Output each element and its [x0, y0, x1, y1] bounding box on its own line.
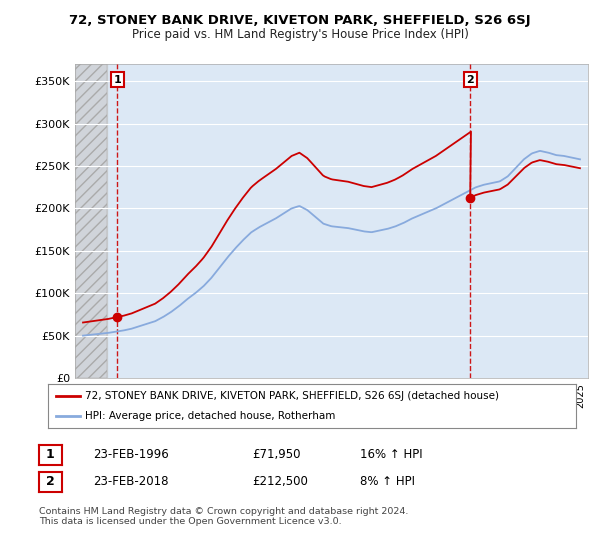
- Text: Contains HM Land Registry data © Crown copyright and database right 2024.
This d: Contains HM Land Registry data © Crown c…: [39, 507, 409, 526]
- Text: 72, STONEY BANK DRIVE, KIVETON PARK, SHEFFIELD, S26 6SJ: 72, STONEY BANK DRIVE, KIVETON PARK, SHE…: [69, 14, 531, 27]
- Text: £71,950: £71,950: [252, 448, 301, 461]
- Text: 2: 2: [466, 74, 474, 85]
- Text: 23-FEB-1996: 23-FEB-1996: [93, 448, 169, 461]
- Text: HPI: Average price, detached house, Rotherham: HPI: Average price, detached house, Roth…: [85, 411, 335, 421]
- Text: Price paid vs. HM Land Registry's House Price Index (HPI): Price paid vs. HM Land Registry's House …: [131, 28, 469, 41]
- Text: 16% ↑ HPI: 16% ↑ HPI: [360, 448, 422, 461]
- Text: 72, STONEY BANK DRIVE, KIVETON PARK, SHEFFIELD, S26 6SJ (detached house): 72, STONEY BANK DRIVE, KIVETON PARK, SHE…: [85, 391, 499, 401]
- Text: 2: 2: [46, 475, 55, 488]
- Bar: [75, 64, 107, 378]
- Text: 1: 1: [46, 448, 55, 461]
- Text: 23-FEB-2018: 23-FEB-2018: [93, 475, 169, 488]
- Text: 1: 1: [113, 74, 121, 85]
- Text: 8% ↑ HPI: 8% ↑ HPI: [360, 475, 415, 488]
- Bar: [75, 64, 107, 378]
- Text: £212,500: £212,500: [252, 475, 308, 488]
